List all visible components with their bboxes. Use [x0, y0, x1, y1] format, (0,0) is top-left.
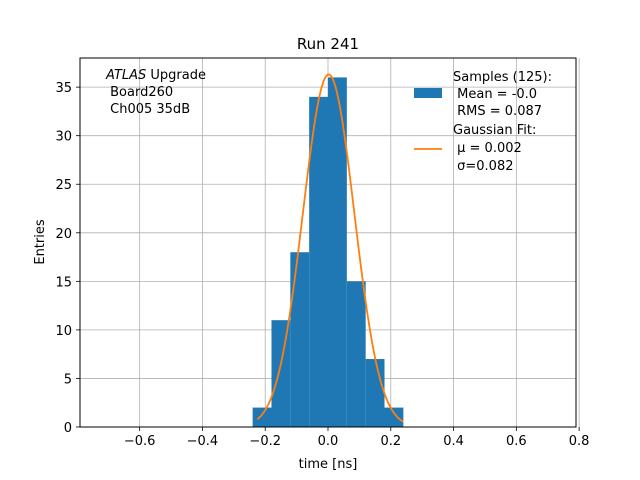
histogram-bar [346, 281, 366, 427]
histogram-bar [252, 407, 272, 427]
histogram-bar [309, 96, 328, 427]
legend-samples-swatch [414, 88, 442, 98]
y-tick-label: 20 [55, 227, 72, 242]
x-tick-label: 0.0 [318, 434, 339, 449]
x-tick-label: 0.6 [506, 434, 527, 449]
legend-fit-line3: σ=0.082 [453, 159, 513, 174]
legend-samples-line3: RMS = 0.087 [453, 104, 542, 119]
x-axis-label: time [ns] [299, 457, 358, 472]
chart-title: Run 241 [297, 35, 359, 53]
y-tick-label: 0 [64, 421, 72, 436]
x-tick-label: −0.2 [249, 434, 281, 449]
legend-samples-line2: Mean = -0.0 [453, 87, 537, 102]
histogram-bar [328, 77, 347, 427]
x-axis-ticks: −0.6 −0.4 −0.2 0.0 0.2 0.4 0.6 0.8 [124, 427, 590, 449]
x-tick-label: −0.6 [124, 434, 156, 449]
x-tick-label: 0.4 [443, 434, 464, 449]
y-axis-label: Entries [33, 219, 48, 265]
legend-fit-line1: Gaussian Fit: [453, 123, 536, 138]
x-tick-label: 0.8 [569, 434, 590, 449]
y-tick-label: 15 [55, 275, 72, 290]
y-tick-label: 35 [55, 81, 72, 96]
gaussian-fit-line [256, 73, 404, 423]
legend-fit-line2: μ = 0.002 [453, 141, 522, 156]
channel-label: Ch005 35dB [106, 102, 190, 117]
legend: Samples (125): Mean = -0.0 RMS = 0.087 G… [414, 70, 552, 174]
histogram-bar [384, 407, 404, 427]
board-label: Board260 [106, 85, 173, 100]
y-tick-label: 30 [55, 130, 72, 145]
y-tick-label: 10 [55, 324, 72, 339]
histogram-bar [365, 359, 385, 427]
atlas-upgrade: Upgrade [146, 68, 206, 83]
x-tick-label: 0.2 [380, 434, 401, 449]
y-axis-ticks: 0 5 10 15 20 25 30 35 [55, 81, 80, 436]
x-tick-label: −0.4 [187, 434, 219, 449]
atlas-italic: ATLAS [105, 68, 146, 83]
atlas-annotation: ATLAS Upgrade Board260 Ch005 35dB [105, 68, 206, 117]
histogram-bars [252, 77, 404, 427]
histogram-bar [290, 252, 310, 427]
legend-samples-line1: Samples (125): [453, 70, 552, 85]
atlas-label: ATLAS Upgrade [105, 68, 206, 83]
y-tick-label: 5 [64, 372, 72, 387]
y-tick-label: 25 [55, 178, 72, 193]
histogram-bar [271, 320, 291, 427]
